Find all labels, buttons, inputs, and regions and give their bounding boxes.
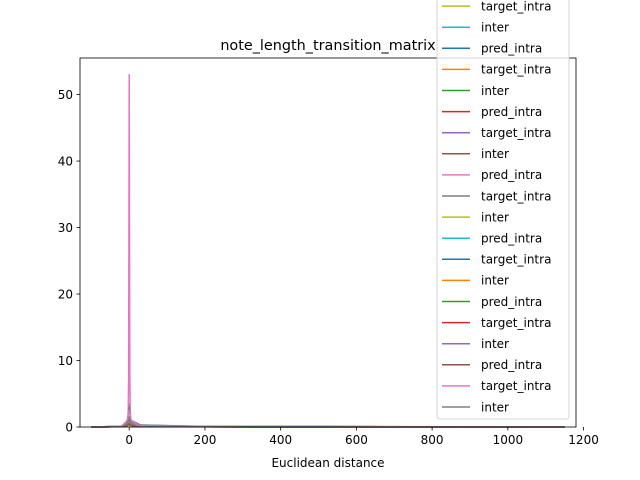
x-tick-label: 200 — [193, 433, 216, 447]
legend-label[interactable]: pred_intra — [481, 42, 542, 56]
legend-label[interactable]: inter — [481, 274, 509, 288]
x-tick-label: 800 — [421, 433, 444, 447]
legend-label[interactable]: pred_intra — [481, 358, 542, 372]
legend-label[interactable]: pred_intra — [481, 105, 542, 119]
y-axis: 0 10 20 30 40 50 — [58, 88, 80, 434]
legend-label[interactable]: target_intra — [481, 63, 551, 77]
chart-title: note_length_transition_matrix — [220, 38, 436, 54]
y-tick-label: 40 — [58, 154, 73, 168]
legend-label[interactable]: inter — [481, 210, 509, 224]
x-tick-label: 400 — [269, 433, 292, 447]
x-tick-label: 1000 — [493, 433, 524, 447]
legend-label[interactable]: inter — [481, 400, 509, 414]
y-tick-label: 50 — [58, 88, 73, 102]
legend-label[interactable]: inter — [481, 84, 509, 98]
x-tick-label: 0 — [125, 433, 133, 447]
legend-label[interactable]: target_intra — [481, 253, 551, 267]
legend-label[interactable]: inter — [481, 147, 509, 161]
axes-border — [79, 57, 577, 428]
x-axis: 0 200 400 600 800 1000 1200 — [125, 427, 599, 447]
legend-label[interactable]: target_intra — [481, 316, 551, 330]
legend-label[interactable]: target_intra — [481, 0, 551, 13]
y-tick-label: 20 — [58, 287, 73, 301]
legend-label[interactable]: inter — [481, 21, 509, 35]
legend-label[interactable]: pred_intra — [481, 168, 542, 182]
legend-label[interactable]: pred_intra — [481, 295, 542, 309]
x-tick-label: 600 — [345, 433, 368, 447]
legend-label[interactable]: inter — [481, 337, 509, 351]
legend-label[interactable]: pred_intra — [481, 232, 542, 246]
legend-label[interactable]: target_intra — [481, 379, 551, 393]
y-tick-label: 10 — [58, 354, 73, 368]
legend[interactable]: target_intrainterpred_intratarget_intrai… — [436, 0, 570, 420]
legend-label[interactable]: target_intra — [481, 189, 551, 203]
legend-label[interactable]: target_intra — [481, 126, 551, 140]
y-tick-label: 0 — [65, 420, 73, 434]
y-tick-label: 30 — [58, 221, 73, 235]
axes-frame — [79, 57, 577, 428]
legend-box — [436, 0, 570, 420]
x-axis-label: Euclidean distance — [271, 456, 384, 470]
x-tick-label: 1200 — [568, 433, 599, 447]
